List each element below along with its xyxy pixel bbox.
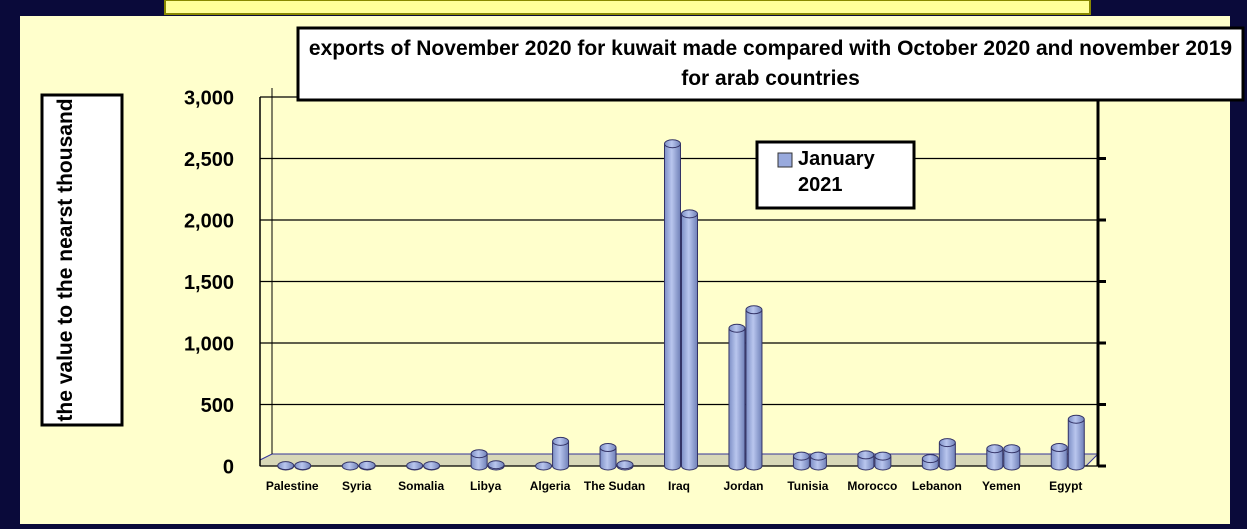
bar	[358, 460, 376, 471]
bar	[809, 451, 827, 471]
y-tick-label: 1,000	[184, 333, 234, 355]
y-tick-label: 3,000	[184, 87, 234, 109]
x-tick-label: Syria	[342, 479, 372, 493]
bar	[470, 449, 488, 471]
bar	[986, 444, 1004, 471]
x-tick-label: Iraq	[668, 479, 690, 493]
top-strip	[164, 0, 1091, 15]
x-tick-label: The Sudan	[584, 479, 645, 493]
y-label-box	[40, 93, 124, 427]
bar	[938, 438, 956, 471]
legend-label: January 2021	[798, 148, 875, 196]
title-box	[296, 26, 1245, 102]
bar	[487, 460, 505, 471]
x-tick-label: Lebanon	[912, 479, 962, 493]
bar	[423, 461, 441, 471]
x-tick-label: Libya	[470, 479, 502, 493]
bar	[792, 451, 810, 471]
bar	[663, 139, 681, 471]
chart-title: exports of November 2020 for kuwait made…	[308, 37, 1233, 90]
bar	[1003, 444, 1021, 471]
bar	[728, 323, 746, 471]
y-tick-label: 2,500	[184, 149, 234, 171]
y-tick-label: 2,000	[184, 210, 234, 232]
x-tick-label: Jordan	[723, 479, 763, 493]
bar	[341, 461, 359, 471]
y-tick-label: 500	[201, 395, 234, 417]
y-tick-label: 1,500	[184, 272, 234, 294]
legend-swatch	[777, 152, 793, 168]
bar	[277, 461, 295, 471]
bar	[1067, 414, 1085, 471]
title-wrap: exports of November 2020 for kuwait made…	[308, 37, 1233, 90]
legend-wrap: January 2021	[798, 148, 875, 196]
bar	[745, 305, 763, 471]
bar	[1050, 443, 1068, 471]
x-tick-label: Tunisia	[787, 479, 828, 493]
bar	[857, 450, 875, 471]
bar	[874, 451, 892, 471]
x-tick-label: Somalia	[398, 479, 444, 493]
bar	[680, 209, 698, 471]
bar	[552, 436, 570, 471]
x-tick-label: Morocco	[847, 479, 897, 493]
y-tick-label: 0	[223, 456, 234, 478]
x-tick-label: Palestine	[266, 479, 319, 493]
bar	[406, 461, 424, 471]
bar	[616, 460, 634, 471]
y-label-wrap: the value to the nearst thousand	[54, 98, 77, 422]
bar	[294, 461, 312, 471]
y-axis-label: the value to the nearst thousand	[54, 98, 77, 422]
x-tick-label: Yemen	[982, 479, 1021, 493]
x-tick-label: Egypt	[1049, 479, 1082, 493]
bar	[921, 454, 939, 471]
x-tick-label: Algeria	[530, 479, 571, 493]
bar	[535, 461, 553, 471]
bar	[599, 443, 617, 471]
